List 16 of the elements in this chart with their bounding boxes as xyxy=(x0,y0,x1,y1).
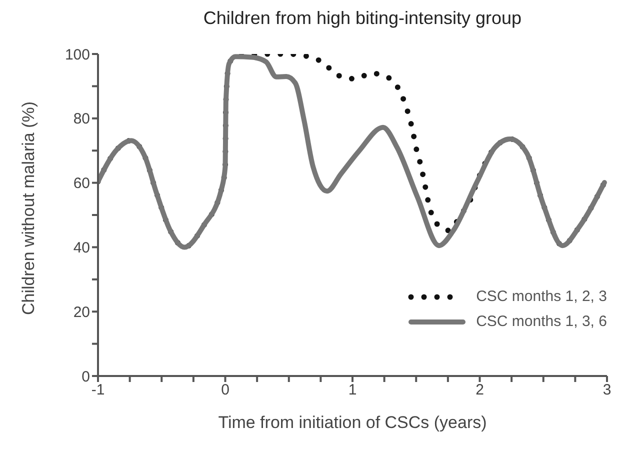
x-tick-label: -1 xyxy=(91,382,105,399)
y-tick-label: 100 xyxy=(64,46,90,64)
y-tick-label: 20 xyxy=(73,304,90,321)
legend-label: CSC months 1, 2, 3 xyxy=(476,288,607,305)
y-tick-label: 60 xyxy=(73,175,90,192)
x-axis-title: Time from initiation of CSCs (years) xyxy=(218,413,487,432)
y-axis-title: Children without malaria (%) xyxy=(19,101,38,315)
x-tick-label: 3 xyxy=(602,382,612,399)
x-tick-label: 1 xyxy=(348,382,357,399)
x-tick-label: 2 xyxy=(476,382,484,399)
y-tick-label: 80 xyxy=(73,110,90,128)
legend-label: CSC months 1, 3, 6 xyxy=(476,313,607,330)
y-tick-label: 40 xyxy=(73,240,90,257)
y-tick-label: 0 xyxy=(82,368,90,386)
x-tick-label: 0 xyxy=(221,382,230,399)
chart-title: Children from high biting-intensity group xyxy=(202,8,523,30)
